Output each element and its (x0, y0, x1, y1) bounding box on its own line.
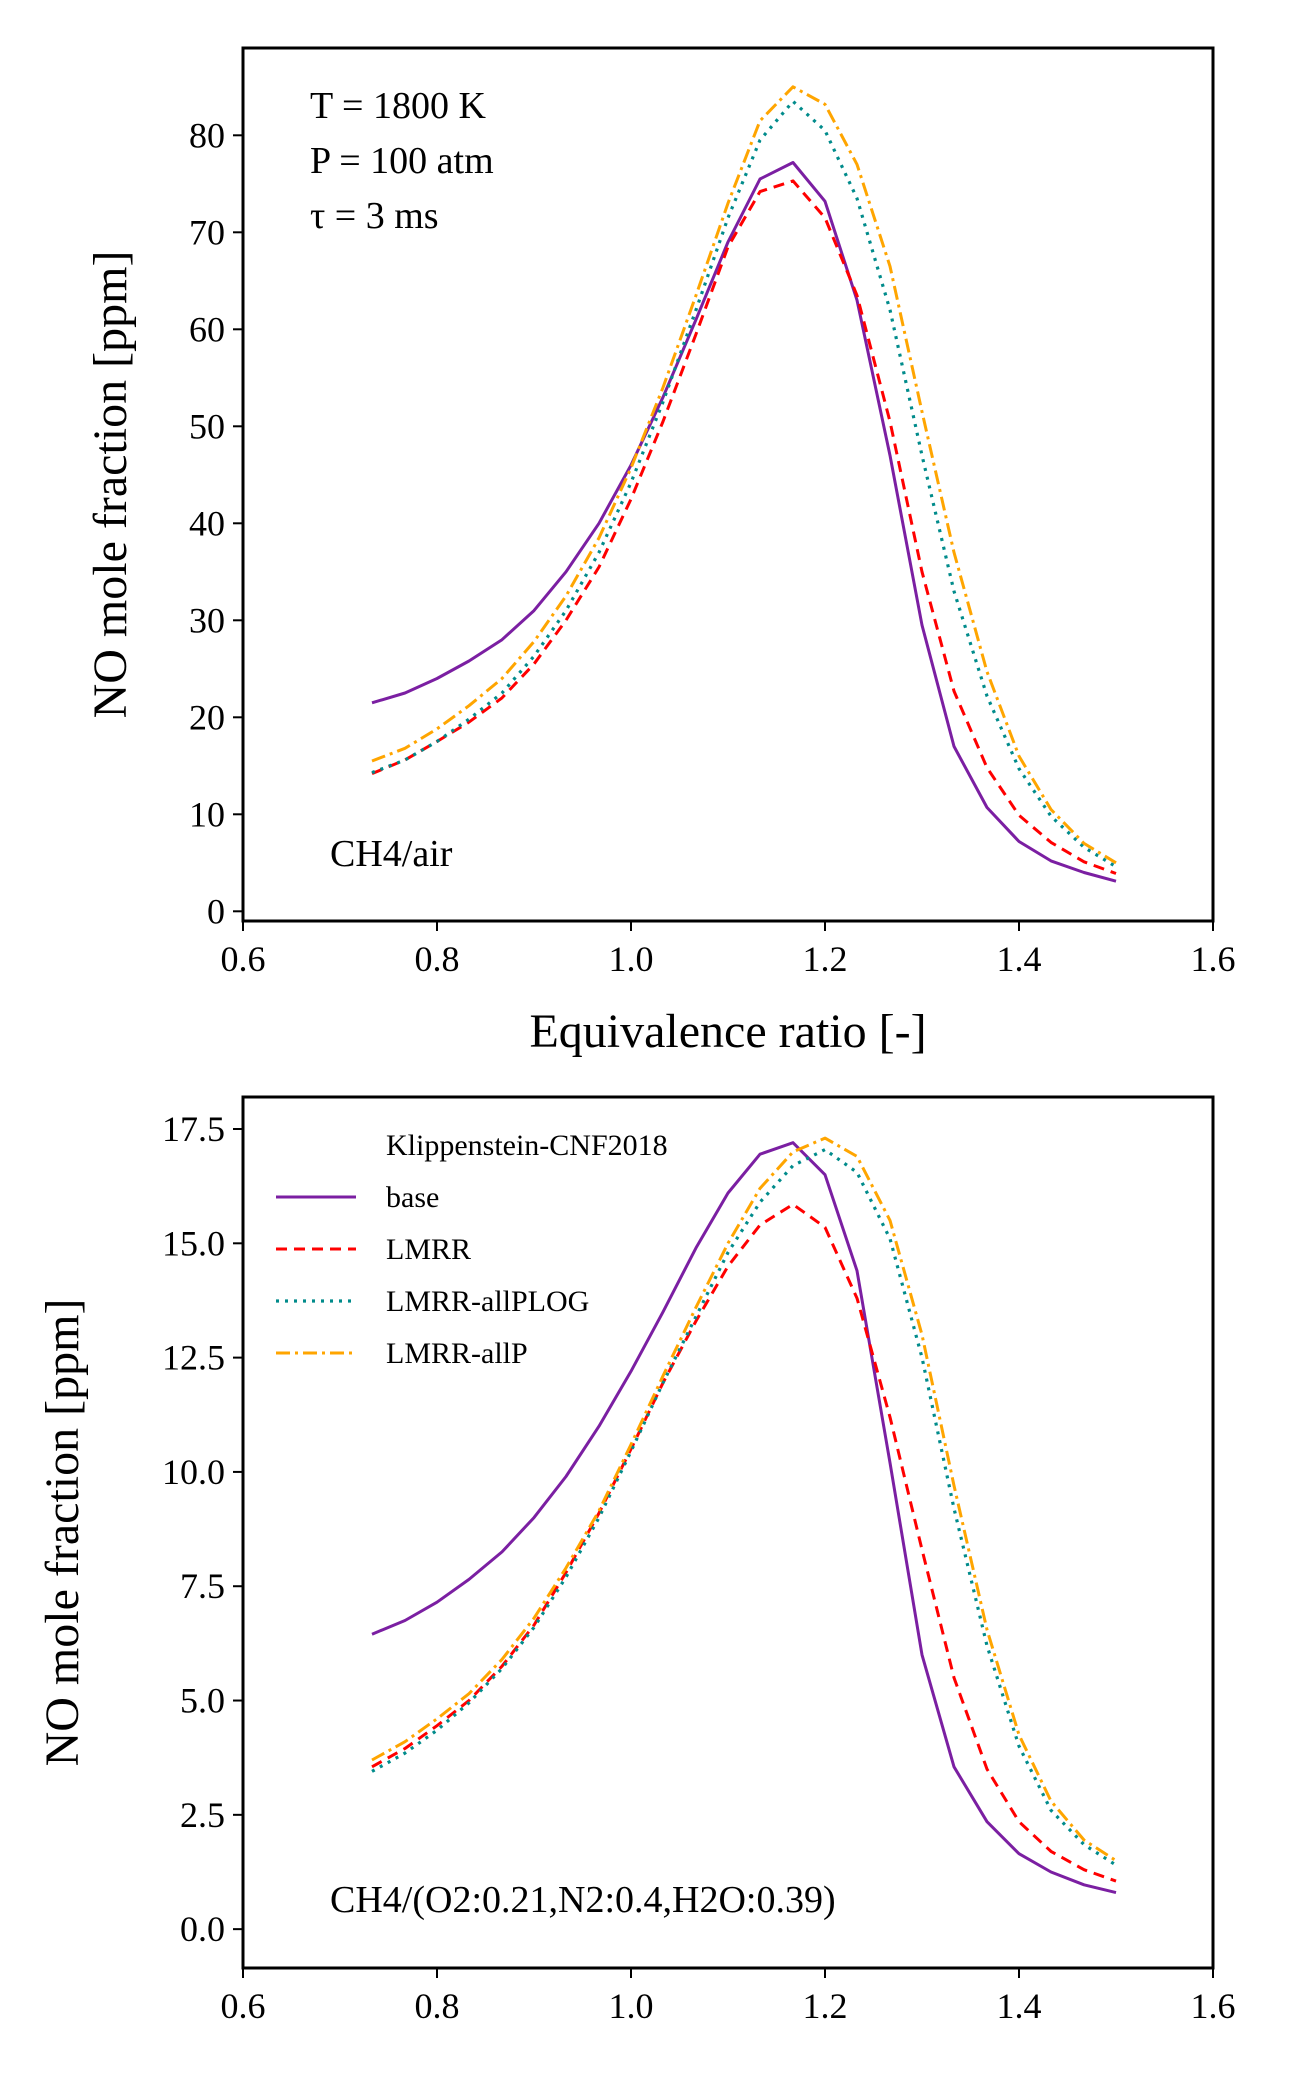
series-line-lmrr-allp (371, 1136, 1117, 1862)
series-line-lmrr (371, 1202, 1117, 1883)
legend-label-lmrr: LMRR (386, 1233, 471, 1266)
y-tick-label: 50 (189, 406, 225, 446)
x-tick-label: 1.2 (803, 1986, 848, 2026)
legend-label-lmrr-allplog: LMRR-allPLOG (386, 1285, 589, 1318)
condition-annotation: T = 1800 K (310, 85, 486, 127)
mixture-annotation: CH4/air (330, 833, 453, 875)
legend-title: Klippenstein-CNF2018 (386, 1129, 668, 1162)
x-tick-label: 1.2 (803, 939, 848, 979)
y-tick-label: 20 (189, 697, 225, 737)
y-tick-label: 30 (189, 600, 225, 640)
top-panel: 0.6 0.8 1.0 1.2 1.4 1.6 0 10 20 30 40 50 60 70 80 NO mo… (84, 46, 1236, 1058)
x-tick-label: 1.0 (609, 939, 654, 979)
legend: Klippenstein-CNF2018 base LMRR LMRR-allPLOG… (276, 1129, 668, 1370)
x-tick-label: 1.4 (997, 1986, 1042, 2026)
x-axis-label: Equivalence ratio [-] (529, 1005, 926, 1058)
y-axis-label: NO mole fraction [ppm] (84, 251, 137, 719)
mixture-annotation: CH4/(O2:0.21,N2:0.4,H2O:0.39) (330, 1879, 836, 1921)
x-tick-label: 0.6 (221, 1986, 266, 2026)
condition-annotation: τ = 3 ms (310, 195, 439, 237)
series-line-base (371, 161, 1117, 883)
y-tick-label: 0 (207, 891, 225, 931)
plot-frame (241, 46, 1215, 923)
x-tick-label: 0.8 (415, 939, 460, 979)
y-tick-label: 5.0 (180, 1681, 225, 1721)
legend-label-lmrr-allp: LMRR-allP (386, 1337, 528, 1370)
x-tick-label: 1.6 (1191, 1986, 1236, 2026)
x-tick-label: 1.0 (609, 1986, 654, 2026)
x-tick-label: 1.6 (1191, 939, 1236, 979)
x-tick-label: 0.6 (221, 939, 266, 979)
series-line-lmrr-allplog (371, 99, 1117, 869)
series-line-lmrr-allplog (371, 1147, 1117, 1867)
y-tick-label: 70 (189, 212, 225, 252)
y-tick-label: 40 (189, 503, 225, 543)
y-tick-label: 0.0 (180, 1909, 225, 1949)
series-line-lmrr-allp (371, 85, 1117, 865)
y-tick-label: 12.5 (162, 1338, 225, 1378)
bottom-panel: 0.6 0.8 1.0 1.2 1.4 1.6 0.0 2.5 5.0 7.5 10.0 12.5 15… (36, 1095, 1236, 2026)
x-tick-label: 0.8 (415, 1986, 460, 2026)
y-tick-label: 10.0 (162, 1452, 225, 1492)
y-tick-label: 60 (189, 309, 225, 349)
x-tick-label: 1.4 (997, 939, 1042, 979)
y-tick-label: 17.5 (162, 1109, 225, 1149)
y-tick-label: 80 (189, 115, 225, 155)
y-tick-label: 15.0 (162, 1223, 225, 1263)
y-tick-label: 10 (189, 794, 225, 834)
plot-frame (241, 1095, 1215, 1970)
legend-label-base: base (386, 1181, 439, 1214)
y-tick-label: 7.5 (180, 1566, 225, 1606)
y-axis-label: NO mole fraction [ppm] (36, 1299, 89, 1767)
series-line-base (371, 1141, 1117, 1895)
condition-annotation: P = 100 atm (310, 140, 494, 182)
series-line-lmrr (371, 179, 1117, 875)
y-tick-label: 2.5 (180, 1795, 225, 1835)
